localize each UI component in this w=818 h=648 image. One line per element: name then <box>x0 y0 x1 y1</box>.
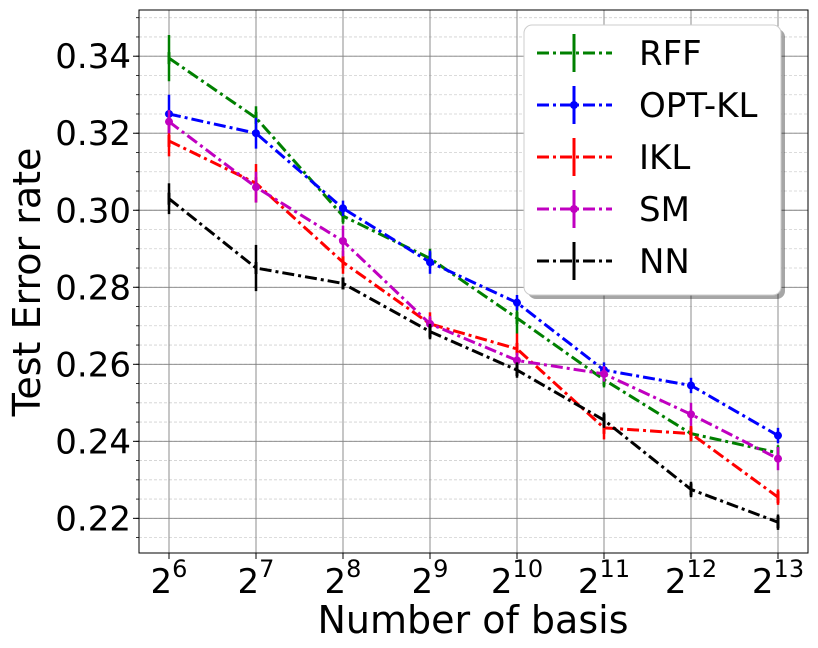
x-tick-label: 210 <box>491 555 543 602</box>
series-nn <box>167 183 780 530</box>
data-point-opt-kl <box>339 204 347 213</box>
series-line-opt-kl <box>168 112 779 437</box>
y-axis-ticks: 0.22 0.24 0.26 0.28 0.30 0.32 0.34 <box>55 17 139 539</box>
x-tick-label: 29 <box>412 555 449 602</box>
data-point-sm <box>165 117 173 126</box>
data-point-opt-kl <box>252 129 260 138</box>
data-point-sm <box>687 410 695 419</box>
legend-marker-opt-kl <box>570 101 578 109</box>
y-axis-title: Test Error rate <box>5 148 49 418</box>
y-tick-label: 0.34 <box>55 37 131 77</box>
data-point-sm <box>513 356 521 365</box>
x-tick-label: 28 <box>325 555 362 602</box>
y-tick-label: 0.26 <box>55 345 131 385</box>
x-tick-label: 27 <box>238 555 275 602</box>
legend-label-ikl: IKL <box>639 138 690 178</box>
data-point-opt-kl <box>774 431 782 440</box>
legend-label-sm: SM <box>639 190 690 230</box>
series-layer <box>165 35 782 530</box>
x-axis-ticks: 26 27 28 29 210 211 212 213 <box>151 553 804 602</box>
series-line-nn <box>168 197 779 524</box>
x-tick-label: 212 <box>665 555 717 602</box>
series-line-sm <box>168 120 779 460</box>
legend-label-opt-kl: OPT-KL <box>639 86 757 126</box>
series-sm <box>165 110 782 471</box>
data-point-sm <box>774 454 782 463</box>
legend-marker-sm <box>570 205 578 213</box>
legend-label-rff: RFF <box>639 34 702 74</box>
x-tick-label: 211 <box>578 555 630 602</box>
data-point-sm <box>252 183 260 192</box>
x-tick-label: 26 <box>151 555 188 602</box>
y-tick-label: 0.24 <box>55 422 131 462</box>
y-tick-label: 0.32 <box>55 114 131 154</box>
legend: RFF OPT-KL IKL SM NN <box>523 24 785 299</box>
y-tick-label: 0.22 <box>55 499 131 539</box>
legend-box <box>523 24 782 296</box>
plot-frame <box>138 9 809 554</box>
data-point-opt-kl <box>426 258 434 267</box>
y-tick-label: 0.30 <box>55 191 131 231</box>
y-tick-label: 0.28 <box>55 268 131 308</box>
data-point-sm <box>600 369 608 378</box>
data-point-opt-kl <box>687 381 695 390</box>
x-tick-label: 213 <box>752 555 804 602</box>
data-point-sm <box>339 237 347 246</box>
data-point-opt-kl <box>513 298 521 307</box>
series-line-rff <box>168 56 779 455</box>
x-axis-title: Number of basis <box>318 598 629 642</box>
legend-label-nn: NN <box>639 242 690 282</box>
